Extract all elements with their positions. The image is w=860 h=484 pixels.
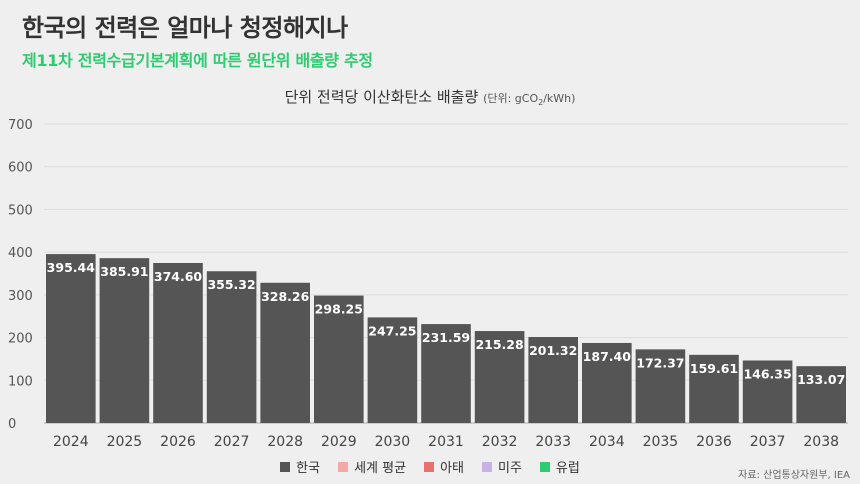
y-tick-label: 700 bbox=[8, 118, 33, 133]
chart-unit-prefix: (단위: gCO bbox=[483, 92, 539, 105]
data-label: 355.32 bbox=[207, 277, 255, 292]
bar bbox=[582, 342, 632, 423]
bar bbox=[46, 254, 96, 423]
bar bbox=[474, 331, 525, 423]
data-label: 298.25 bbox=[315, 302, 363, 317]
bar bbox=[742, 360, 793, 423]
x-tick-label: 2032 bbox=[482, 434, 518, 450]
bar bbox=[206, 271, 257, 423]
legend-item: 유럽 bbox=[539, 457, 580, 476]
y-tick-label: 100 bbox=[8, 374, 33, 389]
data-label: 215.28 bbox=[475, 337, 523, 352]
data-label: 247.25 bbox=[368, 323, 416, 338]
chart-unit-sub: 2 bbox=[538, 98, 544, 108]
data-label: 231.59 bbox=[422, 330, 470, 345]
legend-label: 미주 bbox=[497, 461, 522, 476]
bar bbox=[528, 337, 578, 423]
y-tick-label: 300 bbox=[8, 289, 33, 304]
x-tick-label: 2031 bbox=[428, 434, 464, 450]
data-label: 159.61 bbox=[690, 361, 738, 376]
bar bbox=[796, 366, 846, 423]
legend-item: 미주 bbox=[481, 457, 522, 476]
legend-swatch bbox=[280, 461, 291, 472]
bar bbox=[260, 282, 310, 423]
chart-unit-suffix: /kWh) bbox=[543, 92, 576, 105]
legend-item: 한국 bbox=[280, 457, 320, 476]
legend-label: 한국 bbox=[296, 461, 321, 476]
x-tick-label: 2027 bbox=[214, 434, 250, 450]
x-tick-label: 2038 bbox=[803, 434, 839, 450]
bar bbox=[367, 317, 418, 423]
y-tick-label: 0 bbox=[8, 417, 16, 432]
data-label: 201.32 bbox=[529, 343, 577, 358]
chart-title: 단위 전력당 이산화탄소 배출량 (단위: gCO2/kWh) bbox=[0, 86, 860, 107]
source-note: 자료: 산업통상자원부, IEA bbox=[738, 470, 850, 481]
x-tick-label: 2030 bbox=[375, 434, 411, 450]
y-tick-label: 200 bbox=[8, 332, 33, 347]
y-tick-label: 500 bbox=[8, 203, 33, 218]
chart-unit: (단위: gCO2/kWh) bbox=[483, 92, 576, 108]
chart-title-text: 단위 전력당 이산화탄소 배출량 bbox=[284, 88, 479, 106]
x-tick-label: 2026 bbox=[160, 434, 196, 450]
page-subtitle: 제11차 전력수급기본계획에 따른 원단위 배출량 추정 bbox=[22, 51, 373, 70]
legend-label: 아태 bbox=[440, 461, 464, 476]
legend-swatch bbox=[539, 461, 550, 472]
bar bbox=[635, 349, 686, 423]
y-tick-label: 400 bbox=[8, 246, 33, 261]
x-tick-label: 2025 bbox=[107, 434, 143, 450]
bar bbox=[421, 324, 471, 423]
legend-swatch bbox=[424, 461, 435, 472]
data-label: 395.44 bbox=[47, 260, 96, 275]
x-tick-label: 2035 bbox=[643, 434, 679, 450]
legend-item: 세계 평균 bbox=[338, 457, 406, 476]
x-tick-label: 2033 bbox=[535, 434, 571, 450]
data-label: 328.26 bbox=[261, 289, 310, 304]
page-title: 한국의 전력은 얼마나 청정해지나 bbox=[22, 14, 348, 42]
x-tick-label: 2024 bbox=[53, 434, 89, 450]
data-label: 385.91 bbox=[100, 264, 148, 279]
bar bbox=[153, 262, 203, 423]
legend-swatch bbox=[338, 461, 349, 472]
data-label: 187.40 bbox=[583, 349, 632, 364]
legend-label: 유럽 bbox=[555, 461, 580, 476]
x-tick-label: 2028 bbox=[267, 434, 303, 450]
x-tick-label: 2034 bbox=[589, 434, 625, 450]
x-tick-label: 2036 bbox=[696, 434, 732, 450]
x-tick-label: 2037 bbox=[750, 434, 786, 450]
y-tick-label: 600 bbox=[8, 161, 33, 176]
chart-legend: 한국 세계 평균 아태 미주 유럽 bbox=[0, 457, 860, 476]
x-tick-label: 2029 bbox=[321, 434, 357, 450]
legend-item: 아태 bbox=[424, 457, 464, 476]
bar bbox=[314, 295, 364, 423]
bar bbox=[99, 258, 150, 423]
bar bbox=[689, 354, 739, 423]
legend-label: 세계 평균 bbox=[354, 461, 407, 476]
legend-swatch bbox=[481, 461, 492, 472]
data-label: 374.60 bbox=[154, 269, 203, 284]
data-label: 133.07 bbox=[797, 372, 845, 387]
data-label: 172.37 bbox=[636, 355, 684, 370]
data-label: 146.35 bbox=[743, 366, 791, 381]
